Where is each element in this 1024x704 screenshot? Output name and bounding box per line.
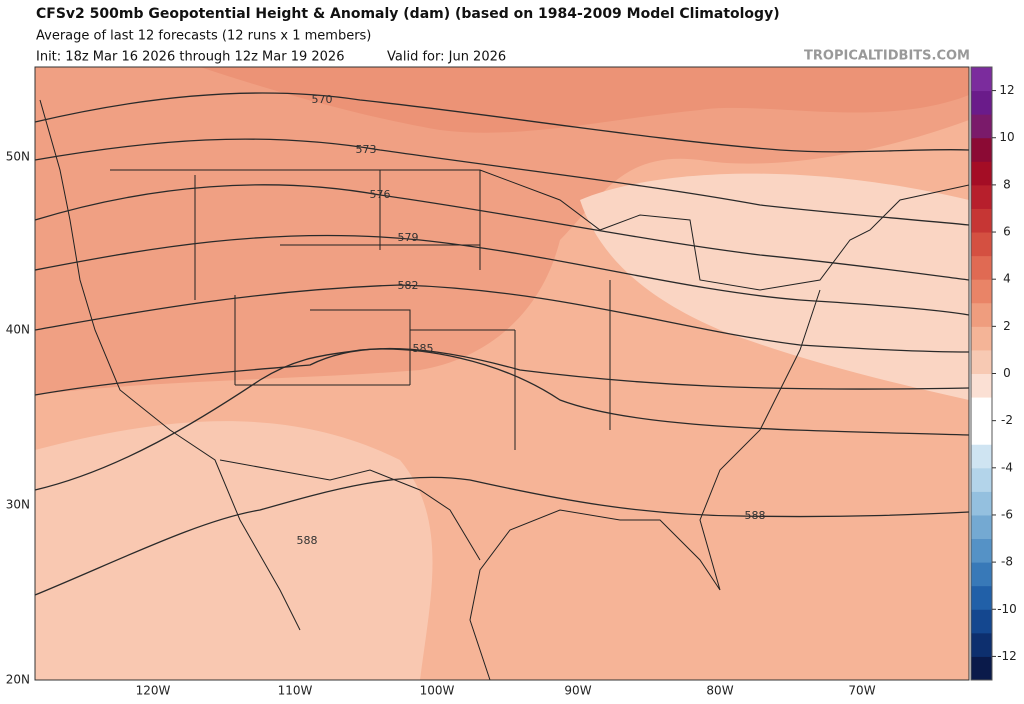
lon-label: 120W [136, 684, 171, 698]
lat-label: 30N [6, 498, 30, 512]
colorbar-swatch [971, 373, 992, 398]
contour-line [34, 347, 970, 396]
colorbar-label: 0 [1003, 366, 1011, 380]
map [34, 66, 970, 681]
colorbar-label: 12 [999, 83, 1014, 97]
map-frame [34, 66, 970, 681]
colorbar-swatch [971, 632, 992, 657]
contour-label: 576 [370, 188, 391, 201]
colorbar-swatch [971, 184, 992, 209]
colorbar-label: 4 [1003, 272, 1011, 286]
lon-label: 90W [564, 684, 591, 698]
colorbar-swatch [971, 585, 992, 610]
title: CFSv2 500mb Geopotential Height & Anomal… [36, 6, 780, 22]
contour-line [34, 92, 970, 153]
colorbar-label: -4 [1001, 460, 1013, 474]
colorbar-swatch [971, 161, 992, 186]
colorbar-swatch [971, 208, 992, 233]
lon-label: 100W [420, 684, 455, 698]
colorbar-swatch [971, 491, 992, 516]
colorbar-swatch [971, 114, 992, 139]
contour-label: 588 [745, 509, 766, 522]
colorbar-swatch [971, 279, 992, 304]
contour-line [34, 348, 970, 491]
contour-line [34, 284, 970, 353]
lon-label: 80W [706, 684, 733, 698]
colorbar-label: -2 [1001, 413, 1013, 427]
anomaly-region [200, 67, 969, 133]
colorbar-swatch [971, 538, 992, 563]
colorbar-swatch [971, 349, 992, 374]
colorbar-label: -6 [1001, 507, 1013, 521]
valid-time: Valid for: Jun 2026 [387, 50, 506, 65]
contour-label: 573 [356, 143, 377, 156]
lat-label: 50N [6, 150, 30, 164]
colorbar-swatch [971, 562, 992, 587]
colorbar: 12 10 8 6 4 2 0 -2 -4 -6 -8 -10 -12 [970, 66, 1017, 681]
colorbar-label: -8 [1001, 555, 1013, 569]
contour-line [34, 184, 970, 281]
lon-label: 110W [278, 684, 313, 698]
anomaly-region [35, 67, 969, 395]
colorbar-label: -12 [997, 649, 1017, 663]
colorbar-swatch [971, 444, 992, 469]
colorbar-swatch [971, 397, 992, 422]
colorbar-swatch [971, 656, 992, 681]
contour-line [34, 234, 970, 316]
colorbar-swatch [971, 326, 992, 351]
anomaly-region [580, 173, 969, 400]
lon-label: 70W [848, 684, 875, 698]
colorbar-swatch [971, 137, 992, 162]
contour-label: 579 [398, 231, 419, 244]
colorbar-swatch [971, 67, 992, 92]
subtitle: Average of last 12 forecasts (12 runs x … [36, 29, 371, 44]
colorbar-swatch [971, 609, 992, 634]
contour-label: 588 [297, 534, 318, 547]
colorbar-swatch [971, 302, 992, 327]
lat-label: 40N [6, 323, 30, 337]
anomaly-region [35, 421, 433, 680]
colorbar-swatch [971, 467, 992, 492]
contour-label: 582 [398, 279, 419, 292]
colorbar-label: 8 [1003, 177, 1011, 191]
colorbar-swatch [971, 514, 992, 540]
init-time: Init: 18z Mar 16 2026 through 12z Mar 19… [36, 50, 344, 65]
colorbar-swatch [971, 232, 992, 257]
contour-label: 570 [312, 93, 333, 106]
lat-label: 20N [6, 673, 30, 687]
colorbar-label: 6 [1003, 225, 1011, 239]
colorbar-swatch [971, 255, 992, 280]
contour-line [34, 138, 970, 226]
contour-line [34, 476, 970, 596]
watermark: TROPICALTIDBITS.COM [804, 49, 970, 64]
colorbar-label: 2 [1003, 319, 1011, 333]
colorbar-swatch [971, 90, 992, 115]
colorbar-label: -10 [997, 602, 1017, 616]
contour-label: 585 [413, 342, 434, 355]
colorbar-label: 10 [999, 130, 1014, 144]
colorbar-swatch [971, 420, 992, 445]
